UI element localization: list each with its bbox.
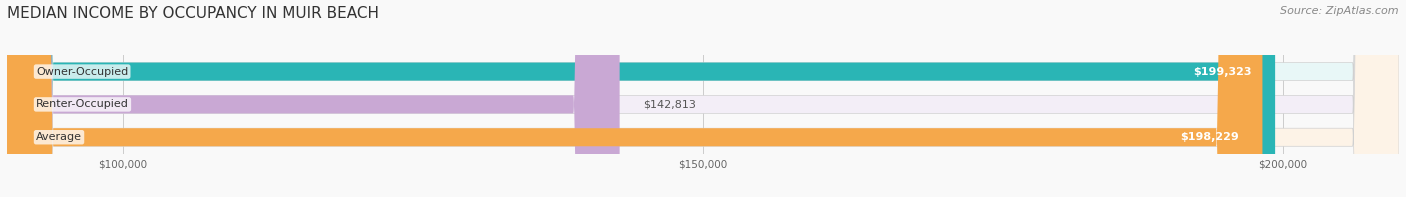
Text: Average: Average: [37, 132, 82, 142]
FancyBboxPatch shape: [7, 0, 1399, 197]
FancyBboxPatch shape: [7, 0, 1399, 197]
FancyBboxPatch shape: [7, 0, 1263, 197]
Text: MEDIAN INCOME BY OCCUPANCY IN MUIR BEACH: MEDIAN INCOME BY OCCUPANCY IN MUIR BEACH: [7, 6, 380, 21]
FancyBboxPatch shape: [7, 0, 620, 197]
Text: $142,813: $142,813: [643, 99, 696, 109]
Text: Source: ZipAtlas.com: Source: ZipAtlas.com: [1281, 6, 1399, 16]
Text: Renter-Occupied: Renter-Occupied: [37, 99, 129, 109]
Text: Owner-Occupied: Owner-Occupied: [37, 67, 128, 77]
FancyBboxPatch shape: [7, 0, 1399, 197]
Text: $198,229: $198,229: [1181, 132, 1239, 142]
FancyBboxPatch shape: [7, 0, 1275, 197]
Text: $199,323: $199,323: [1194, 67, 1251, 77]
